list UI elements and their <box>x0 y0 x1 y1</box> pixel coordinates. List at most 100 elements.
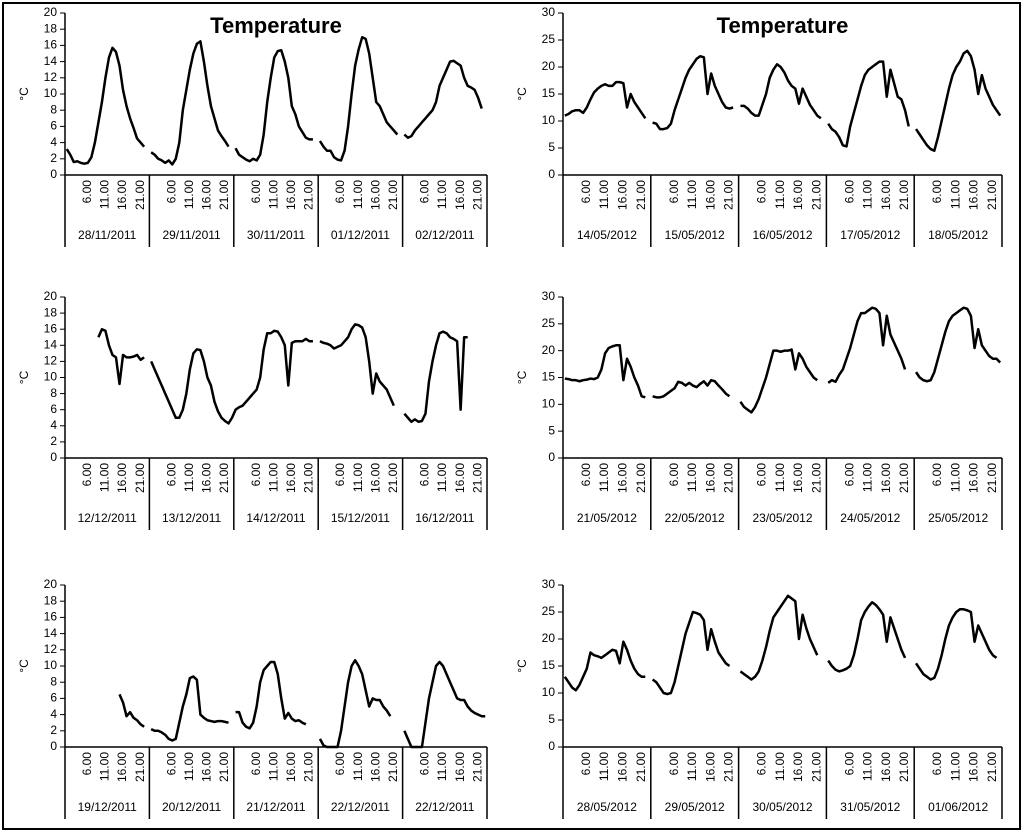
y-tick-label: 20 <box>44 5 58 19</box>
day-label: 15/05/2012 <box>665 228 725 242</box>
x-tick-label: 16.00 <box>879 463 893 493</box>
x-tick-label: 11.00 <box>98 752 112 781</box>
y-tick-label: 8 <box>50 386 57 400</box>
x-tick-label: 11.00 <box>182 752 196 781</box>
x-tick-label: 21.00 <box>809 180 823 210</box>
y-tick-label: 16 <box>44 38 58 52</box>
x-tick-label: 16.00 <box>879 752 893 782</box>
x-tick-label: 11.00 <box>182 463 196 492</box>
temperature-line <box>65 36 483 166</box>
x-tick-label: 11.00 <box>351 180 365 209</box>
y-tick-label: 5 <box>548 423 555 437</box>
x-tick-label: 16.00 <box>967 463 981 493</box>
x-tick-label: 6.00 <box>333 463 347 487</box>
y-axis-label: °C <box>17 370 31 384</box>
x-tick-label: 21.00 <box>809 752 823 782</box>
x-tick-label: 6.00 <box>930 752 944 776</box>
x-tick-label: 11.00 <box>773 463 787 492</box>
x-tick-label: 16.00 <box>616 752 630 782</box>
day-label: 12/12/2011 <box>78 511 137 525</box>
y-tick-label: 2 <box>50 723 57 737</box>
temperature-line <box>564 49 1002 152</box>
day-label: 13/12/2011 <box>162 511 221 525</box>
y-axis-label: °C <box>515 87 529 101</box>
y-tick-label: 6 <box>50 691 57 705</box>
day-label: 23/05/2012 <box>752 511 812 525</box>
y-tick-label: 5 <box>548 712 555 726</box>
x-tick-label: 21.00 <box>302 463 316 493</box>
day-label: 21/05/2012 <box>577 511 637 525</box>
x-tick-label: 21.00 <box>133 463 147 493</box>
x-tick-label: 16.00 <box>703 752 717 782</box>
y-tick-label: 20 <box>542 631 556 645</box>
y-tick-label: 0 <box>50 739 57 753</box>
x-tick-label: 16.00 <box>115 180 129 210</box>
x-tick-label: 6.00 <box>418 180 432 204</box>
x-tick-label: 16.00 <box>115 463 129 493</box>
x-tick-label: 6.00 <box>80 180 94 204</box>
x-tick-label: 21.00 <box>722 752 736 782</box>
x-tick-label: 21.00 <box>722 463 736 493</box>
day-label: 30/11/2011 <box>247 228 306 242</box>
day-label: 01/12/2011 <box>331 228 390 242</box>
y-tick-label: 6 <box>50 119 57 133</box>
x-tick-label: 6.00 <box>842 180 856 204</box>
y-tick-label: 10 <box>542 685 556 699</box>
y-tick-label: 6 <box>50 402 57 416</box>
y-tick-label: 30 <box>542 577 556 591</box>
x-tick-label: 21.00 <box>133 180 147 210</box>
day-label: 21/12/2011 <box>246 800 305 814</box>
y-tick-label: 15 <box>542 86 556 100</box>
day-label: 17/05/2012 <box>840 228 900 242</box>
x-tick-label: 21.00 <box>217 752 231 782</box>
x-tick-label: 11.00 <box>435 463 449 492</box>
x-tick-label: 6.00 <box>333 752 347 776</box>
x-tick-label: 11.00 <box>773 180 787 209</box>
x-tick-label: 16.00 <box>368 463 382 493</box>
chart-title: Temperature <box>717 13 849 38</box>
x-tick-label: 16.00 <box>967 180 981 210</box>
x-tick-label: 21.00 <box>634 180 648 210</box>
y-tick-label: 25 <box>542 316 556 330</box>
x-tick-label: 16.00 <box>791 180 805 210</box>
y-tick-label: 4 <box>50 707 57 721</box>
x-tick-label: 11.00 <box>435 180 449 209</box>
day-label: 22/05/2012 <box>665 511 725 525</box>
day-label: 15/12/2011 <box>331 511 390 525</box>
x-tick-label: 6.00 <box>667 752 681 776</box>
x-tick-label: 11.00 <box>351 752 365 781</box>
temperature-line <box>563 594 998 696</box>
y-tick-label: 10 <box>44 86 58 100</box>
x-tick-label: 16.00 <box>703 180 717 210</box>
y-tick-label: 16 <box>44 321 58 335</box>
x-tick-label: 6.00 <box>418 463 432 487</box>
day-label: 14/05/2012 <box>577 228 637 242</box>
x-tick-label: 21.00 <box>985 752 999 782</box>
x-tick-label: 6.00 <box>667 463 681 487</box>
x-tick-label: 16.00 <box>967 752 981 782</box>
x-tick-label: 21.00 <box>133 752 147 782</box>
y-tick-label: 20 <box>44 577 58 591</box>
x-tick-label: 6.00 <box>755 463 769 487</box>
x-tick-label: 21.00 <box>809 463 823 493</box>
x-tick-label: 21.00 <box>470 180 484 210</box>
y-tick-label: 10 <box>44 658 58 672</box>
x-tick-label: 16.00 <box>115 752 129 782</box>
x-tick-label: 11.00 <box>98 180 112 209</box>
x-tick-label: 11.00 <box>773 752 787 781</box>
x-tick-label: 21.00 <box>386 463 400 493</box>
x-tick-label: 6.00 <box>842 752 856 776</box>
y-tick-label: 4 <box>50 135 57 149</box>
x-tick-label: 16.00 <box>791 752 805 782</box>
x-tick-label: 21.00 <box>634 752 648 782</box>
x-tick-label: 6.00 <box>249 180 263 204</box>
day-label: 31/05/2012 <box>840 800 900 814</box>
x-tick-label: 16.00 <box>616 463 630 493</box>
x-tick-label: 21.00 <box>897 463 911 493</box>
y-tick-label: 30 <box>542 5 556 19</box>
x-tick-label: 16.00 <box>200 180 214 210</box>
x-tick-label: 11.00 <box>182 180 196 209</box>
y-tick-label: 10 <box>542 397 556 411</box>
x-tick-label: 16.00 <box>453 752 467 782</box>
x-tick-label: 6.00 <box>755 752 769 776</box>
